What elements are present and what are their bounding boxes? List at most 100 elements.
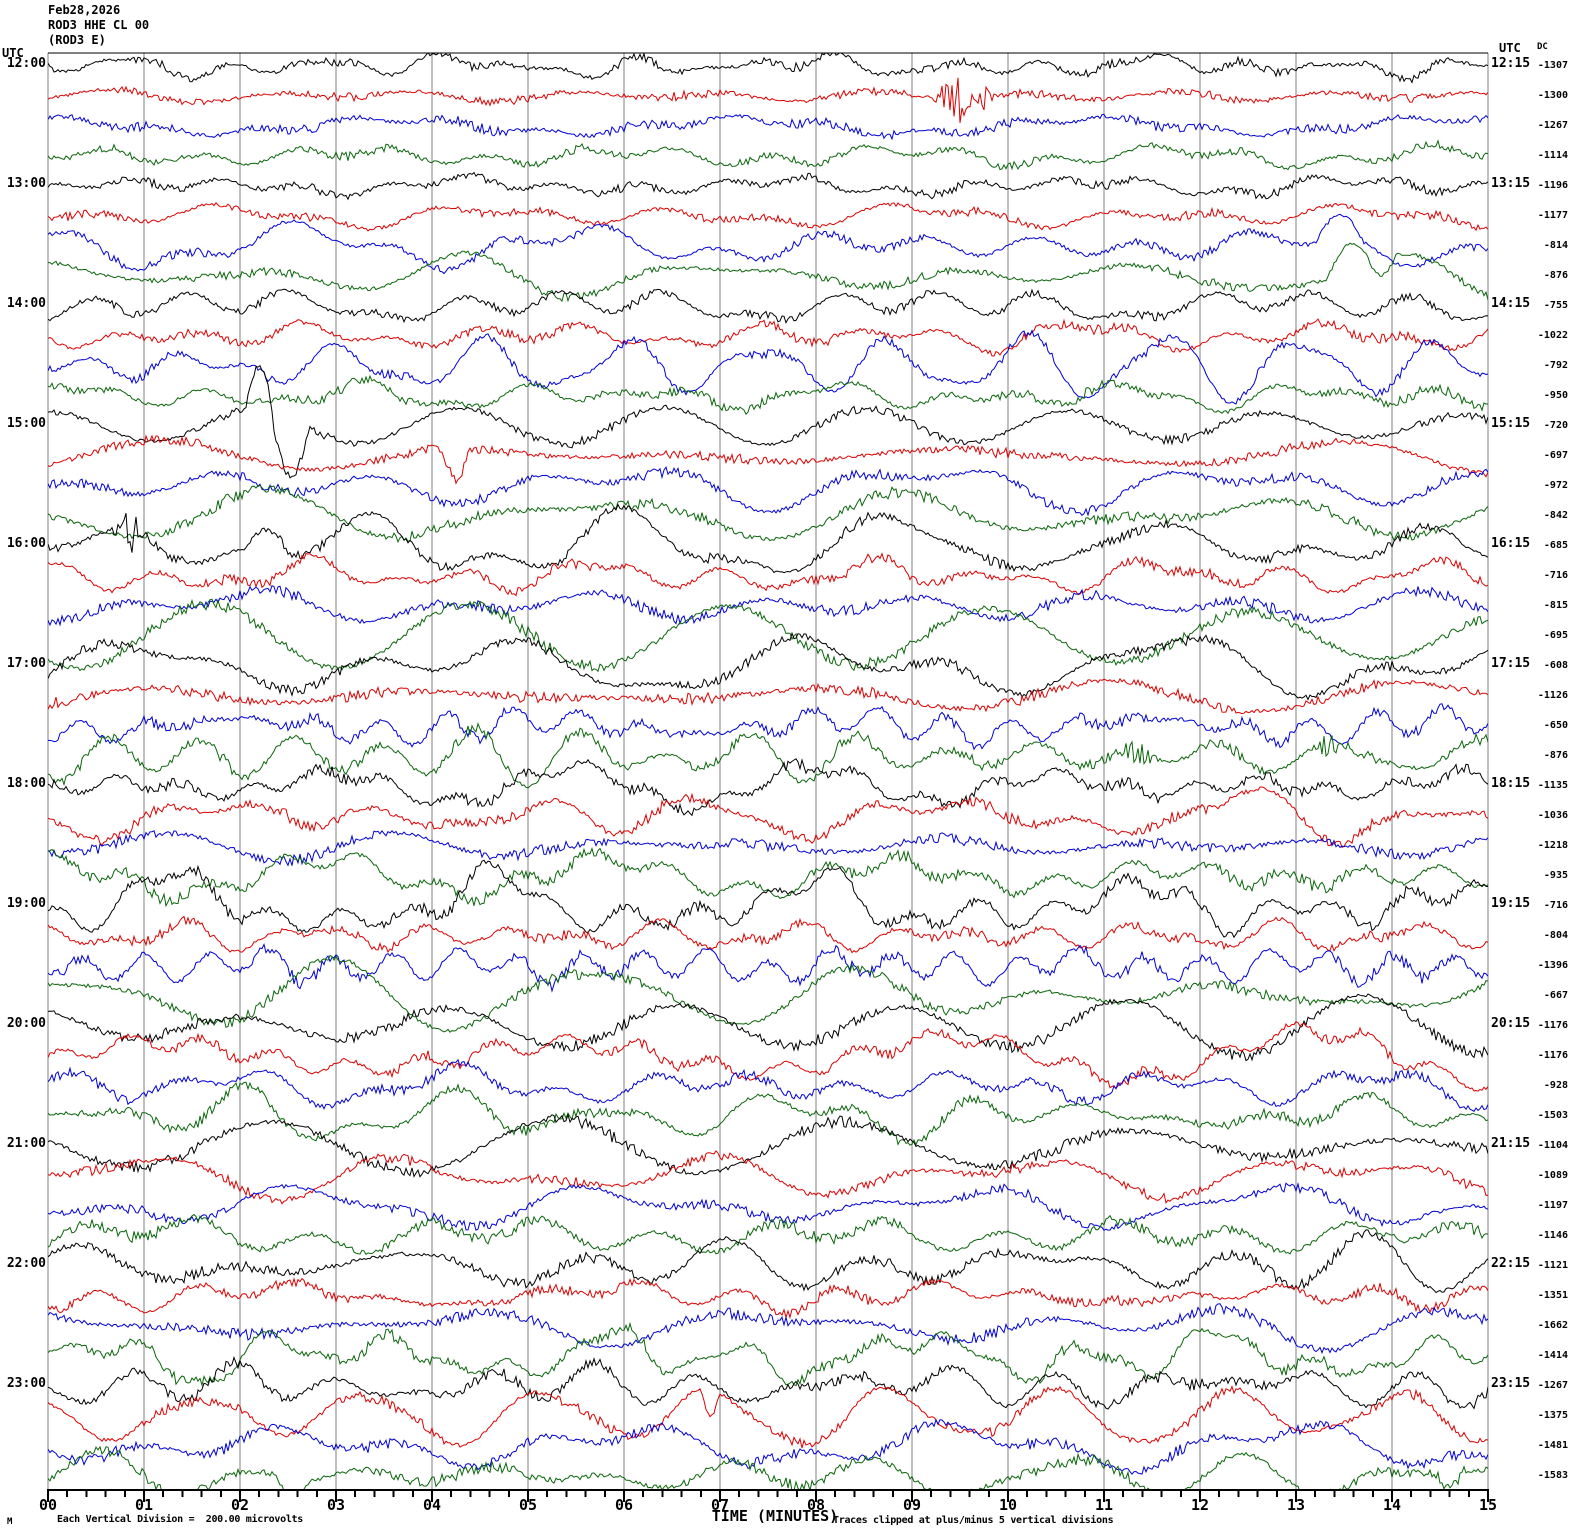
dc-value: -1218: [1537, 840, 1568, 851]
dc-value: -842: [1543, 510, 1568, 521]
dc-value: -1114: [1537, 150, 1568, 161]
left-time-label: 19:00: [6, 896, 46, 911]
dc-value: -1267: [1537, 1380, 1568, 1391]
dc-value: -1300: [1537, 90, 1568, 101]
x-tick-label: 15: [1478, 1496, 1498, 1514]
right-time-label: 20:15: [1491, 1016, 1531, 1031]
seismogram-trace-row-26: [48, 830, 1488, 867]
dc-value: -1351: [1537, 1290, 1568, 1301]
right-time-label: 22:15: [1491, 1256, 1531, 1271]
dc-value: -1176: [1537, 1020, 1568, 1031]
left-time-label: 21:00: [6, 1136, 46, 1151]
seismogram-trace-row-39: [48, 1213, 1488, 1256]
dc-value: -608: [1543, 660, 1568, 671]
dc-value: -1267: [1537, 120, 1568, 131]
seismogram-trace-row-10: [48, 329, 1488, 405]
dc-value: -1197: [1537, 1200, 1568, 1211]
left-time-label: 17:00: [6, 656, 46, 671]
right-time-label: 19:15: [1491, 896, 1531, 911]
left-time-label: 15:00: [6, 416, 46, 431]
seismogram-trace-row-36: [48, 1112, 1488, 1178]
seismogram-trace-row-44: [48, 1355, 1488, 1410]
seismogram-trace-row-15: [48, 484, 1488, 544]
seismogram-trace-row-4: [48, 171, 1488, 201]
dc-value: -1177: [1537, 210, 1568, 221]
seismogram-trace-row-2: [48, 113, 1488, 141]
seismogram-trace-row-37: [48, 1150, 1488, 1205]
utc-label-right: UTC: [1499, 41, 1521, 55]
dc-value: -1583: [1537, 1470, 1568, 1481]
x-tick-label: 11: [1094, 1496, 1114, 1514]
seismogram-trace-row-0: [48, 53, 1488, 84]
x-tick-label: 14: [1382, 1496, 1402, 1514]
seismogram-trace-row-29: [48, 915, 1488, 954]
seismogram-trace-row-42: [48, 1303, 1488, 1355]
x-tick-label: 09: [902, 1496, 922, 1514]
right-time-label: 17:15: [1491, 656, 1531, 671]
seismogram-trace-row-24: [48, 758, 1488, 817]
left-time-label: 20:00: [6, 1016, 46, 1031]
dc-value: -667: [1543, 990, 1568, 1001]
left-time-label: 23:00: [6, 1376, 46, 1391]
header-channel-name: (ROD3 E): [48, 33, 106, 47]
seismogram-trace-row-34: [48, 1058, 1488, 1113]
seismogram-trace-row-3: [48, 139, 1488, 171]
x-tick-label: 07: [710, 1496, 730, 1514]
dc-value: -1022: [1537, 330, 1568, 341]
dc-value: -950: [1543, 390, 1568, 401]
dc-value: -792: [1543, 360, 1568, 371]
seismogram-trace-row-11: [48, 374, 1488, 415]
seismogram-trace-row-25: [48, 786, 1488, 849]
dc-value: -697: [1543, 450, 1568, 461]
left-time-label: 14:00: [6, 296, 46, 311]
seismogram-trace-row-18: [48, 585, 1488, 627]
footer-scale-note: Each Vertical Division = 200.00 microvol…: [57, 1514, 303, 1525]
dc-value: -716: [1543, 570, 1568, 581]
dc-value: -876: [1543, 270, 1568, 281]
seismogram-trace-row-23: [48, 721, 1488, 789]
seismogram-trace-row-41: [48, 1277, 1488, 1320]
header-date: Feb28,2026: [48, 3, 121, 17]
dc-value: -1121: [1537, 1260, 1568, 1271]
left-time-label: 16:00: [6, 536, 46, 551]
dc-value: -1104: [1537, 1140, 1568, 1151]
seismogram-trace-row-30: [48, 943, 1488, 993]
dc-value: -1089: [1537, 1170, 1568, 1181]
dc-value: -695: [1543, 630, 1568, 641]
left-time-label: 12:00: [6, 56, 46, 71]
x-tick-label: 03: [326, 1496, 346, 1514]
dc-value: -755: [1543, 300, 1568, 311]
x-tick-label: 13: [1286, 1496, 1306, 1514]
seismogram-trace-row-45: [48, 1385, 1488, 1449]
right-time-label: 21:15: [1491, 1136, 1531, 1151]
dc-value: -814: [1543, 240, 1568, 251]
seismogram-trace-row-9: [48, 318, 1488, 357]
seismogram-trace-row-40: [48, 1229, 1488, 1294]
seismogram-trace-row-46: [48, 1418, 1488, 1475]
seismogram-trace-row-12: [48, 364, 1488, 479]
seismogram-trace-row-32: [48, 993, 1488, 1062]
seismogram-trace-row-6: [48, 213, 1488, 275]
seismogram-trace-row-20: [48, 631, 1488, 701]
dc-value: -1503: [1537, 1110, 1568, 1121]
dc-value: -1375: [1537, 1410, 1568, 1421]
seismogram-trace-row-33: [48, 1021, 1488, 1092]
seismogram-trace-row-22: [48, 703, 1488, 751]
dc-value: -1307: [1537, 60, 1568, 71]
x-tick-label: 04: [422, 1496, 442, 1514]
seismogram-trace-row-28: [48, 859, 1488, 939]
x-tick-label: 12: [1190, 1496, 1210, 1514]
dc-value: -716: [1543, 900, 1568, 911]
right-time-label: 13:15: [1491, 176, 1531, 191]
x-tick-label: 01: [134, 1496, 154, 1514]
x-tick-label: 08: [806, 1496, 826, 1514]
x-tick-label: 06: [614, 1496, 634, 1514]
seismogram-trace-row-5: [48, 202, 1488, 232]
x-tick-label: 05: [518, 1496, 538, 1514]
right-time-label: 18:15: [1491, 776, 1531, 791]
left-time-label: 13:00: [6, 176, 46, 191]
dc-value: -815: [1543, 600, 1568, 611]
dc-value: -1135: [1537, 780, 1568, 791]
x-axis-title: TIME (MINUTES): [711, 1507, 839, 1525]
